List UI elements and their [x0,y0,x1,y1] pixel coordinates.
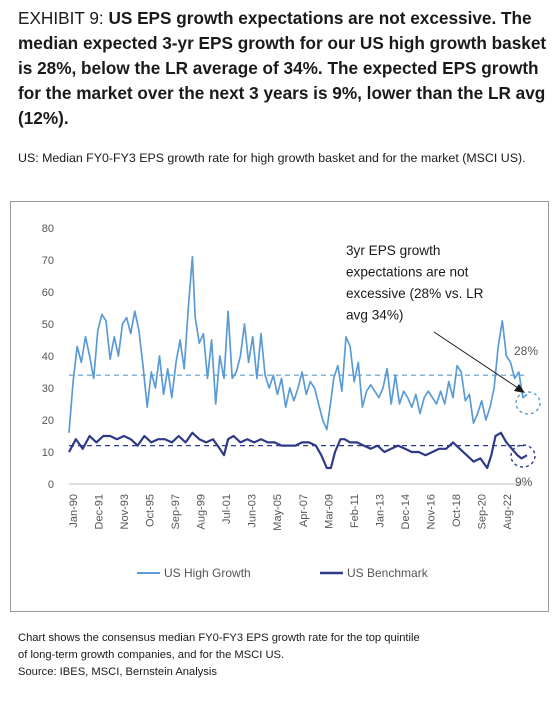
value-label-benchmark: 9% [515,475,533,489]
y-tick-label: 10 [42,447,54,459]
callout-arrowhead-icon [514,384,525,393]
footnote-line-1: Chart shows the consensus median FY0-FY3… [18,632,420,644]
x-tick-label: Sep-20 [476,494,488,529]
callout-text-line: 3yr EPS growth [346,243,440,258]
y-tick-label: 80 [42,223,54,235]
y-tick-label: 20 [42,415,54,427]
footnote-source: Source: IBES, MSCI, Bernstein Analysis [18,666,217,678]
line-chart: 0 10 20 30 40 50 60 70 80 Jan-90 Dec-91 Nov-93 Oct-9… [42,223,541,580]
highlight-circle-benchmark [510,444,536,468]
exhibit-label: EXHIBIT 9: [18,8,104,28]
series-line-benchmark [68,431,528,470]
x-tick-label: May-05 [272,494,284,531]
x-tick-label: Oct-18 [451,494,463,527]
y-tick-label: 30 [42,383,54,395]
x-tick-label: Aug-22 [502,494,514,529]
chart-panel: 0 10 20 30 40 50 60 70 80 Jan-90 Dec-91 Nov-93 Oct-9… [10,201,549,612]
series-line-high-growth [68,255,528,433]
x-tick-label: Dec-14 [400,494,412,529]
callout-text-line: excessive (28% vs. LR [346,286,484,301]
x-tick-label: Feb-11 [349,494,361,528]
chart-subtitle: US: Median FY0-FY3 EPS growth rate for h… [18,151,526,165]
x-tick-label: Jan-90 [68,494,80,528]
callout-text-line: avg 34%) [346,308,403,323]
footnote-line-2: of long-term growth companies, and for t… [18,649,285,661]
exhibit-headline: EXHIBIT 9: US EPS growth expectations ar… [18,6,548,131]
x-tick-label: Dec-91 [94,494,106,529]
chart-footnote: Chart shows the consensus median FY0-FY3… [18,630,548,681]
y-tick-label: 0 [48,479,54,491]
y-tick-label: 60 [42,287,54,299]
x-tick-label: Oct-95 [145,494,157,527]
x-tick-label: Aug-99 [196,494,208,529]
x-tick-label: Apr-07 [298,494,310,527]
x-tick-label: Jun-03 [247,494,259,528]
x-tick-label: Sep-97 [170,494,182,529]
callout-arrow-line [433,331,522,391]
exhibit-headline-text: US EPS growth expectations are not exces… [18,8,547,128]
legend-label-high-growth: US High Growth [164,566,251,580]
highlight-circle-high-growth [515,391,541,415]
y-tick-label: 50 [42,319,54,331]
x-tick-label: Nov-16 [425,494,437,529]
y-tick-label: 70 [42,255,54,267]
x-tick-label: Jan-13 [374,494,386,528]
x-tick-label: Mar-09 [323,494,335,529]
value-label-high-growth: 28% [514,344,538,358]
x-tick-label: Nov-93 [119,494,131,529]
x-tick-label: Jul-01 [221,494,233,524]
y-tick-label: 40 [42,351,54,363]
legend-label-benchmark: US Benchmark [347,566,429,580]
callout-text-line: expectations are not [346,265,469,280]
